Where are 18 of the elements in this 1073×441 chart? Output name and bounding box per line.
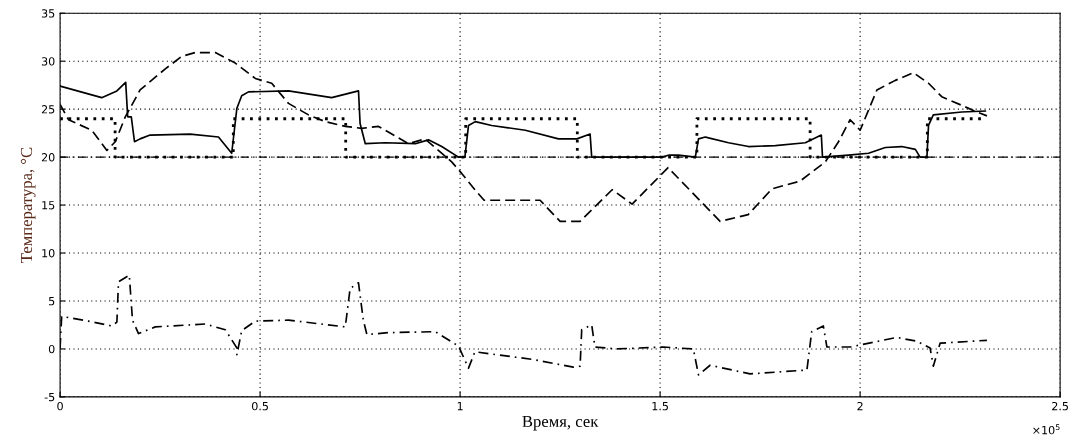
y-tick-label: 20 [41,153,55,162]
y-tick-label: 0 [48,344,55,354]
x-tick-label: 2.5 [1052,401,1068,411]
y-tick-label: 25 [41,105,55,114]
y-tick-label: 35 [41,9,55,18]
y-tick-label: 10 [42,249,55,258]
x-axis-title: Время, сек [522,415,599,431]
x-tick-label: 0.5 [251,401,268,411]
y-tick-label: 15 [42,201,55,210]
x-tick-label: 0 [57,401,63,411]
x-tick-label: 2 [857,401,863,411]
x-tick-label: 1.5 [652,402,668,411]
x-tick-label: 1 [457,402,463,411]
y-tick-label: 5 [49,297,55,306]
y-tick-label: 30 [41,57,55,66]
text: ×10$^{5}$ [1033,424,1060,435]
y-tick-label: -5 [44,393,55,402]
y-axis-title: Температура, °C [20,147,36,263]
